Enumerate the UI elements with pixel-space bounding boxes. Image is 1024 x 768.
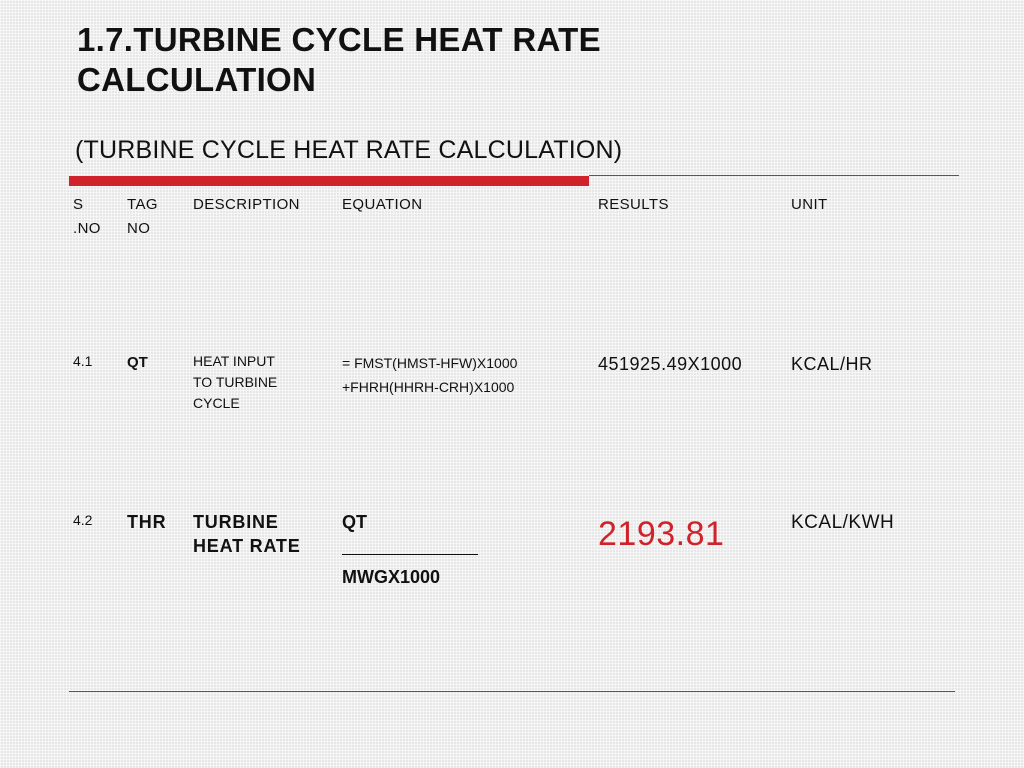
row1-description-line: CYCLE <box>193 395 240 411</box>
row2-equation-denominator: MWGX1000 <box>342 567 441 587</box>
title-divider-line <box>589 175 959 176</box>
header-description: DESCRIPTION <box>193 196 300 213</box>
row1-description-line: TO TURBINE <box>193 374 278 390</box>
header-tag-line2: NO <box>127 220 151 237</box>
header-sno-line1: S <box>73 196 84 213</box>
row1-equation-line: +FHRH(HHRH-CRH)X1000 <box>342 379 515 395</box>
row2-unit: KCAL/KWH <box>791 512 895 533</box>
fraction-bar <box>342 534 478 555</box>
row1-unit: KCAL/HR <box>791 354 873 374</box>
row2-equation: QT MWGX1000 <box>342 510 592 589</box>
slide-subtitle: (TURBINE CYCLE HEAT RATE CALCULATION) <box>75 136 623 164</box>
row1-sno: 4.1 <box>73 353 93 369</box>
row2-result: 2193.81 <box>598 515 725 553</box>
header-sno: S .NO <box>73 193 119 241</box>
slide-title: 1.7.TURBINE CYCLE HEAT RATE CALCULATION <box>77 21 601 98</box>
header-tag: TAG NO <box>127 193 187 241</box>
title-divider-bar <box>69 176 589 186</box>
header-equation: EQUATION <box>342 196 423 213</box>
header-sno-line2: .NO <box>73 220 101 237</box>
row2-description-line: HEAT RATE <box>193 536 301 556</box>
row1-description-line: HEAT INPUT <box>193 353 275 369</box>
row2-equation-numerator: QT <box>342 512 367 532</box>
row2-tag: THR <box>127 512 167 532</box>
header-tag-line1: TAG <box>127 196 158 213</box>
row2-description-line: TURBINE <box>193 512 279 532</box>
header-results: RESULTS <box>598 196 669 213</box>
row1-tag: QT <box>127 354 148 371</box>
row2-sno: 4.2 <box>73 512 93 528</box>
row1-equation-line: = FMST(HMST-HFW)X1000 <box>342 355 518 371</box>
header-unit: UNIT <box>791 196 828 213</box>
row2-description: TURBINE HEAT RATE <box>193 510 333 558</box>
row1-result: 451925.49X1000 <box>598 354 743 374</box>
footer-divider-line <box>69 691 955 692</box>
row1-equation: = FMST(HMST-HFW)X1000 +FHRH(HHRH-CRH)X10… <box>342 351 592 399</box>
row1-description: HEAT INPUT TO TURBINE CYCLE <box>193 351 333 414</box>
